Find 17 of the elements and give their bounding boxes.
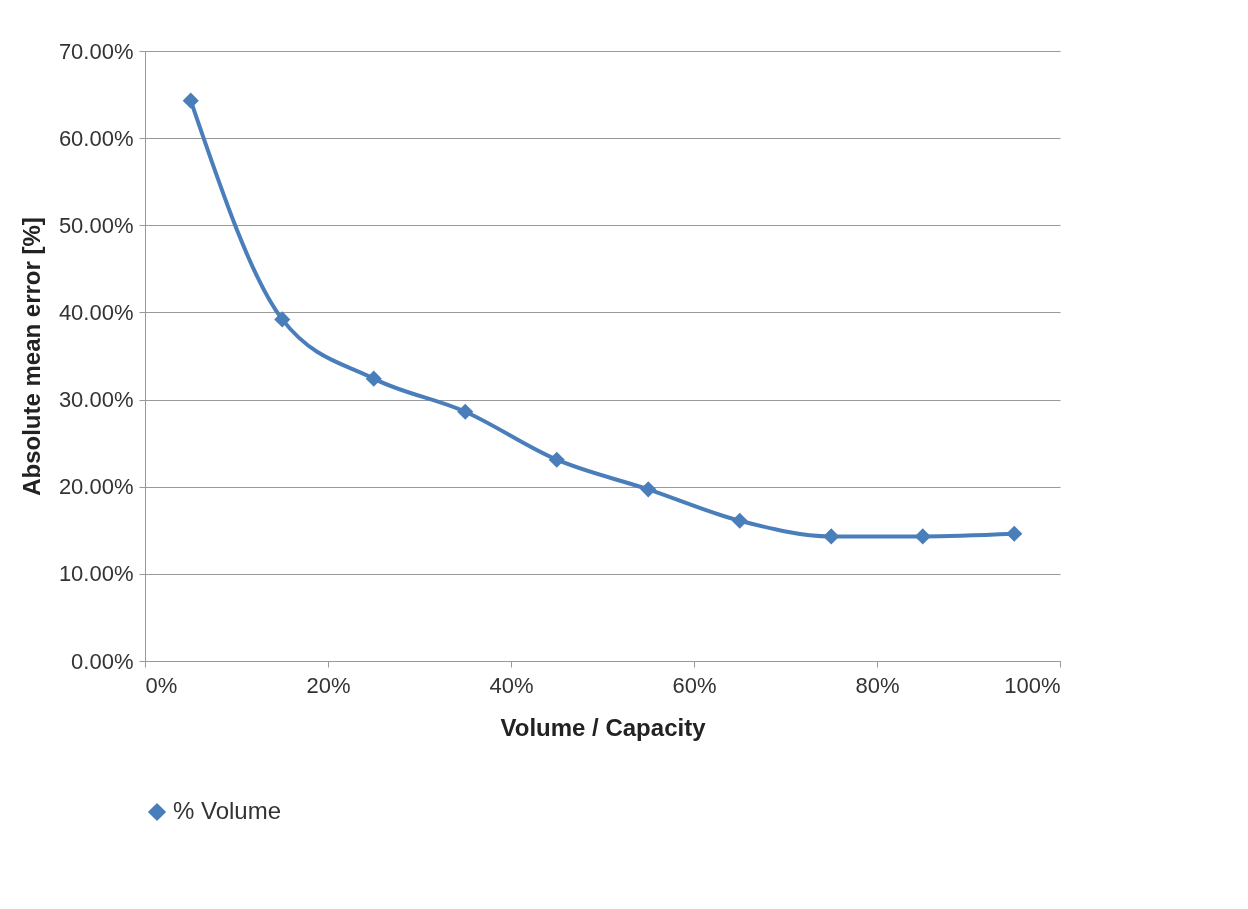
x-tick-label: 60%: [672, 672, 717, 698]
y-axis-title: Absolute mean error [%]: [17, 217, 45, 496]
x-tick-label: 0%: [145, 672, 178, 698]
x-axis-title: Volume / Capacity: [500, 713, 707, 741]
y-tick-label: 20.00%: [58, 474, 134, 500]
y-tick-label: 10.00%: [58, 561, 134, 587]
x-tick-label: 40%: [489, 672, 534, 698]
x-tick-label: 80%: [855, 672, 900, 698]
y-tick-label: 30.00%: [58, 387, 134, 413]
y-tick-label: 70.00%: [58, 38, 134, 64]
y-tick-label: 50.00%: [58, 212, 134, 238]
y-tick-label: 60.00%: [58, 125, 134, 151]
x-tick-label: 100%: [1004, 672, 1061, 698]
legend-label: % Volume: [173, 797, 282, 824]
y-tick-label: 40.00%: [58, 299, 134, 325]
x-tick-label: 20%: [306, 672, 351, 698]
y-tick-label: 0.00%: [71, 648, 134, 674]
